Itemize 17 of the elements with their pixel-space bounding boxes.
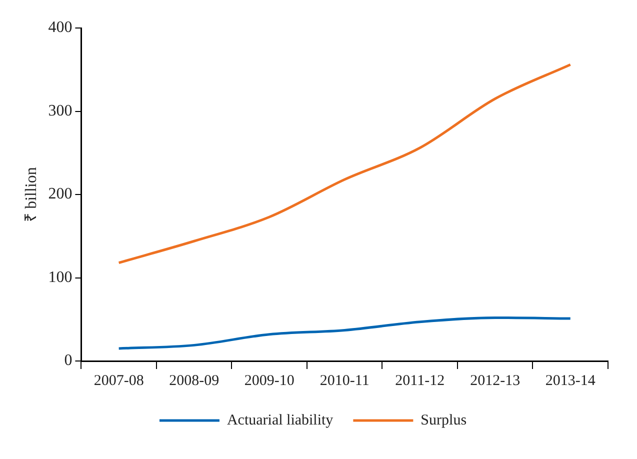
line-series [118, 316, 572, 350]
x-tick-label: 2012-13 [470, 372, 520, 389]
y-tick-label: 400 [48, 19, 72, 36]
legend-label: Surplus [420, 412, 467, 428]
line-series [118, 63, 572, 264]
y-tick-label: 300 [48, 102, 72, 120]
x-tick-label: 2010-11 [320, 372, 370, 389]
y-tick-label: 0 [64, 352, 72, 370]
x-tick-label: 2009-10 [244, 372, 294, 389]
x-tick-label: 2008-09 [169, 372, 220, 389]
y-tick-label: 100 [48, 268, 72, 286]
x-tick-label: 2007-08 [94, 372, 144, 389]
y-axis-title: ₹ billion [22, 167, 40, 222]
legend-label: Actuarial liability [226, 412, 334, 428]
x-tick-label: 2013-14 [545, 372, 596, 389]
y-tick-label: 200 [48, 186, 72, 203]
x-tick-label: 2011-12 [395, 372, 445, 389]
